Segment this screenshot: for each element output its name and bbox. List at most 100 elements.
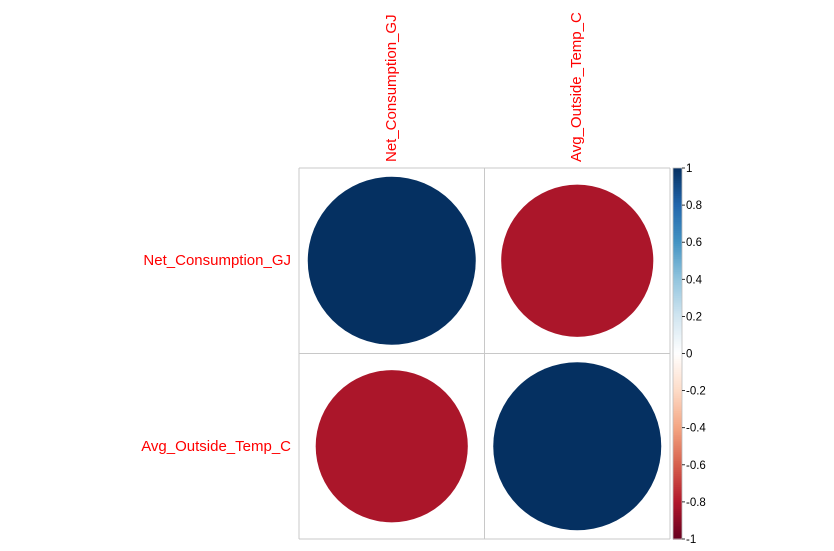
colorbar-swatch	[673, 199, 682, 202]
colorbar-swatch	[673, 537, 682, 540]
colorbar-swatch	[673, 225, 682, 228]
colorbar-swatch	[673, 301, 682, 305]
colorbar-swatch	[673, 529, 682, 533]
colorbar-swatch	[673, 232, 682, 236]
colorbar-swatch	[673, 197, 682, 201]
colorbar: 1 0.8 0.6 0.4 0.2 0 -0.2 -0.4 -0.6 -0.8 -1	[672, 163, 706, 546]
colorbar-swatch	[673, 186, 682, 190]
colorbar-swatch	[673, 509, 682, 512]
colorbar-swatch	[673, 533, 682, 536]
colorbar-swatch	[673, 390, 682, 394]
colorbar-swatch	[673, 399, 682, 403]
colorbar-swatch	[673, 258, 682, 262]
colorbar-swatch	[673, 281, 682, 284]
colorbar-swatch	[673, 405, 682, 408]
colorbar-swatch	[673, 440, 682, 444]
colorbar-swatch	[673, 422, 682, 425]
colorbar-swatch	[673, 425, 682, 429]
colorbar-swatch	[673, 333, 682, 336]
colorbar-swatch	[673, 277, 682, 280]
colorbar-swatch	[673, 464, 682, 468]
colorbar-swatch	[673, 481, 682, 484]
colorbar-swatch	[673, 535, 682, 538]
colorbar-swatch	[673, 364, 682, 368]
colorbar-swatch	[673, 449, 682, 453]
colorbar-swatch	[673, 431, 682, 434]
colorbar-swatch	[673, 507, 682, 510]
colorbar-swatch	[673, 470, 682, 473]
colorbar-swatch	[673, 394, 682, 397]
colorbar-swatch	[673, 190, 682, 193]
colorbar-swatch	[673, 286, 682, 290]
colorbar-swatch	[673, 195, 682, 199]
colorbar-swatch	[673, 475, 682, 479]
colorbar-swatch	[673, 192, 682, 195]
colorbar-swatch	[673, 249, 682, 253]
colorbar-swatch	[673, 238, 682, 241]
colorbar-swatch	[673, 438, 682, 442]
colorbar-swatch	[673, 372, 682, 375]
colorbar-swatch	[673, 401, 682, 405]
colorbar-swatch	[673, 251, 682, 254]
colorbar-swatch	[673, 271, 682, 275]
colorbar-swatch	[673, 168, 682, 171]
colorbar-swatch	[673, 290, 682, 293]
colorbar-swatch	[673, 247, 682, 251]
colorbar-swatch	[673, 221, 682, 225]
colorbar-swatch	[673, 312, 682, 316]
colorbar-swatch	[673, 240, 682, 243]
row-label-net-consumption: Net_Consumption_GJ	[143, 252, 291, 269]
colorbar-swatch	[673, 242, 682, 245]
colorbar-swatch	[673, 295, 682, 299]
colorbar-swatch	[673, 179, 682, 182]
colorbar-swatch	[673, 175, 682, 178]
colorbar-swatch	[673, 218, 682, 221]
corr-circle-0-1	[501, 184, 654, 337]
colorbar-swatch	[673, 453, 682, 457]
colorbar-swatch	[673, 488, 682, 492]
colorbar-swatch	[673, 180, 682, 184]
colorbar-swatch	[673, 360, 682, 364]
colorbar-swatch	[673, 351, 682, 355]
colorbar-swatch	[673, 403, 682, 407]
colorbar-swatch	[673, 336, 682, 340]
colorbar-swatch	[673, 182, 682, 186]
colorbar-swatch	[673, 210, 682, 214]
colorbar-swatch	[673, 338, 682, 342]
colorbar-swatch	[673, 377, 682, 381]
colorbar-swatch	[673, 310, 682, 314]
colorbar-swatch	[673, 513, 682, 516]
colorbar-swatch	[673, 501, 682, 505]
colorbar-swatch	[673, 349, 682, 353]
colorbar-swatch	[673, 346, 682, 349]
colorbar-tick-label: -0.4	[686, 423, 706, 435]
colorbar-swatch	[673, 414, 682, 418]
colorbar-swatch	[673, 455, 682, 458]
colorbar-swatch	[673, 396, 682, 399]
colorbar-swatch	[673, 359, 682, 362]
colorbar-swatch	[673, 327, 682, 330]
colorbar-swatch	[673, 283, 682, 286]
colorbar-swatch	[673, 516, 682, 520]
colorbar-swatch	[673, 514, 682, 518]
colorbar-swatch	[673, 260, 682, 264]
colorbar-swatch	[673, 314, 682, 317]
colorbar-swatch	[673, 193, 682, 197]
colorbar-swatch	[673, 216, 682, 219]
colorbar-swatch	[673, 383, 682, 386]
colorbar-tick-label: 0.8	[686, 200, 702, 212]
colorbar-swatch	[673, 490, 682, 494]
colorbar-swatch	[673, 433, 682, 436]
colorbar-swatch	[673, 498, 682, 501]
colorbar-swatch	[673, 203, 682, 206]
grid-layer	[298, 167, 671, 540]
colorbar-swatch	[673, 429, 682, 433]
colorbar-swatch	[673, 229, 682, 232]
colorbar-swatch	[673, 446, 682, 449]
colorbar-swatch	[673, 531, 682, 535]
colorbar-swatch	[673, 524, 682, 527]
colorbar-swatch	[673, 273, 682, 277]
colorbar-swatch	[673, 279, 682, 282]
colorbar-swatch	[673, 409, 682, 412]
colorbar-swatch	[673, 299, 682, 303]
